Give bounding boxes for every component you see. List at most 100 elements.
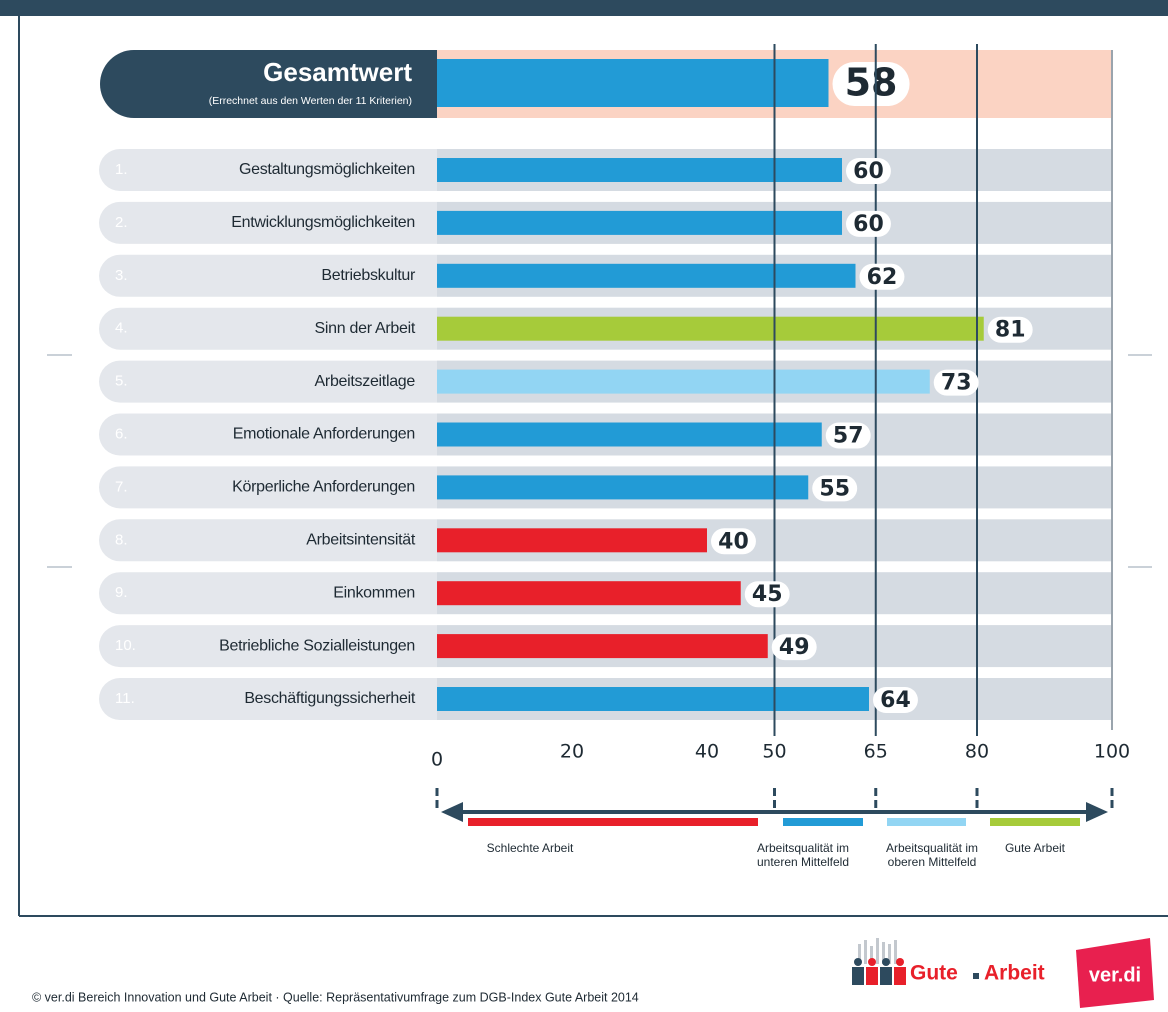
row-label-bg bbox=[99, 360, 437, 403]
x-tick-label: 40 bbox=[695, 741, 719, 763]
bar bbox=[437, 316, 984, 341]
row-number: 10. bbox=[115, 637, 136, 654]
x-tick-label: 20 bbox=[560, 741, 584, 763]
logo-text-2: Arbeit bbox=[984, 962, 1045, 985]
row-label-bg bbox=[99, 519, 437, 562]
value-label-bg bbox=[873, 687, 918, 713]
row-label-bg bbox=[99, 201, 437, 244]
bar bbox=[437, 528, 707, 553]
x-tick-label: 65 bbox=[864, 741, 888, 763]
category-label: Betriebliche Sozialleistungen bbox=[219, 637, 415, 654]
value-label-bg bbox=[711, 528, 756, 555]
value-label-bg bbox=[771, 634, 817, 661]
value-label: 49 bbox=[779, 635, 810, 660]
x-tick-label: 0 bbox=[431, 749, 443, 771]
total-sublabel: (Errechnet aus den Werten der 11 Kriteri… bbox=[209, 95, 412, 107]
row-number: 9. bbox=[115, 584, 128, 601]
value-label-bg bbox=[832, 62, 910, 106]
bar bbox=[437, 59, 829, 107]
row-label-bg bbox=[99, 307, 437, 350]
bar bbox=[437, 422, 822, 447]
row-label-bg bbox=[99, 149, 437, 191]
total-label: Gesamtwert bbox=[263, 57, 412, 87]
row-number: 6. bbox=[115, 425, 128, 442]
arrow-head bbox=[441, 802, 463, 822]
category-label: Arbeitszeitlage bbox=[315, 373, 416, 390]
x-tick-label: 50 bbox=[762, 741, 786, 763]
legend-swatch bbox=[887, 818, 966, 826]
category-label: Sinn der Arbeit bbox=[315, 320, 416, 337]
category-label: Beschäftigungssicherheit bbox=[244, 690, 416, 707]
legend-label: unteren Mittelfeld bbox=[757, 855, 849, 869]
value-label: 60 bbox=[853, 212, 884, 237]
category-label: Einkommen bbox=[333, 584, 415, 601]
category-label: Emotionale Anforderungen bbox=[233, 426, 415, 443]
legend-swatch bbox=[468, 818, 758, 826]
x-tick-label: 80 bbox=[965, 741, 989, 763]
bar bbox=[437, 369, 930, 394]
value-label: 81 bbox=[995, 318, 1026, 343]
value-label: 73 bbox=[941, 371, 972, 396]
row-label-bg bbox=[99, 678, 437, 720]
verdi-logo-bg bbox=[1076, 938, 1154, 1008]
legend-swatch bbox=[990, 818, 1080, 826]
row-number: 5. bbox=[115, 373, 128, 390]
bar bbox=[437, 263, 856, 288]
total-label-bg bbox=[100, 50, 437, 118]
bar bbox=[437, 581, 741, 606]
row-number: 8. bbox=[115, 531, 128, 548]
legend-label: oberen Mittelfeld bbox=[888, 855, 977, 869]
value-label-bg bbox=[846, 158, 891, 184]
bar bbox=[437, 475, 809, 500]
logo-text-1: Gute bbox=[910, 962, 958, 985]
row-number: 3. bbox=[115, 267, 128, 284]
category-label: Entwicklungsmöglichkeiten bbox=[231, 214, 415, 231]
legend-label: Arbeitsqualität im bbox=[757, 841, 849, 855]
logo-figures bbox=[852, 938, 906, 985]
category-label: Körperliche Anforderungen bbox=[232, 479, 415, 496]
verdi-logo: ver.di bbox=[1089, 964, 1141, 986]
row-label-bg bbox=[99, 413, 437, 456]
row-label-bg bbox=[99, 625, 437, 668]
value-label-bg bbox=[859, 263, 905, 290]
value-label: 55 bbox=[819, 476, 850, 501]
bar bbox=[437, 158, 842, 182]
logo-dot bbox=[973, 973, 979, 979]
value-label: 57 bbox=[833, 424, 864, 449]
category-label: Arbeitsintensität bbox=[306, 532, 416, 549]
x-tick-label: 100 bbox=[1094, 741, 1130, 763]
value-label-bg bbox=[933, 369, 979, 396]
row-number: 2. bbox=[115, 214, 128, 231]
value-label: 62 bbox=[867, 265, 898, 290]
row-label-bg bbox=[99, 572, 437, 615]
bar bbox=[437, 687, 869, 711]
row-label-bg bbox=[99, 466, 437, 509]
row-number: 11. bbox=[115, 690, 135, 707]
value-label-bg bbox=[987, 316, 1033, 343]
footer: © ver.di Bereich Innovation und Gute Arb… bbox=[32, 990, 639, 1004]
value-label-bg bbox=[846, 210, 891, 237]
row-number: 7. bbox=[115, 478, 128, 495]
value-label: 64 bbox=[880, 688, 911, 713]
legend-label: Schlechte Arbeit bbox=[487, 841, 574, 855]
legend-swatch bbox=[783, 818, 863, 826]
value-label-bg bbox=[744, 581, 790, 608]
value-label: 40 bbox=[718, 529, 749, 554]
value-label: 60 bbox=[853, 159, 884, 184]
arrow-head bbox=[1086, 802, 1108, 822]
category-label: Betriebskultur bbox=[321, 267, 416, 284]
legend-label: Gute Arbeit bbox=[1005, 841, 1066, 855]
value-label-bg bbox=[825, 422, 871, 449]
side-dashes bbox=[47, 354, 1152, 568]
value-label-bg bbox=[812, 475, 858, 502]
legend-label: Arbeitsqualität im bbox=[886, 841, 978, 855]
row-number: 4. bbox=[115, 320, 128, 337]
row-number: 1. bbox=[115, 161, 128, 178]
bar bbox=[437, 634, 768, 659]
category-label: Gestaltungsmöglichkeiten bbox=[239, 161, 415, 178]
top-bar bbox=[0, 0, 1168, 16]
row-label-bg bbox=[99, 254, 437, 297]
value-label: 45 bbox=[752, 582, 783, 607]
value-label: 58 bbox=[845, 61, 898, 105]
